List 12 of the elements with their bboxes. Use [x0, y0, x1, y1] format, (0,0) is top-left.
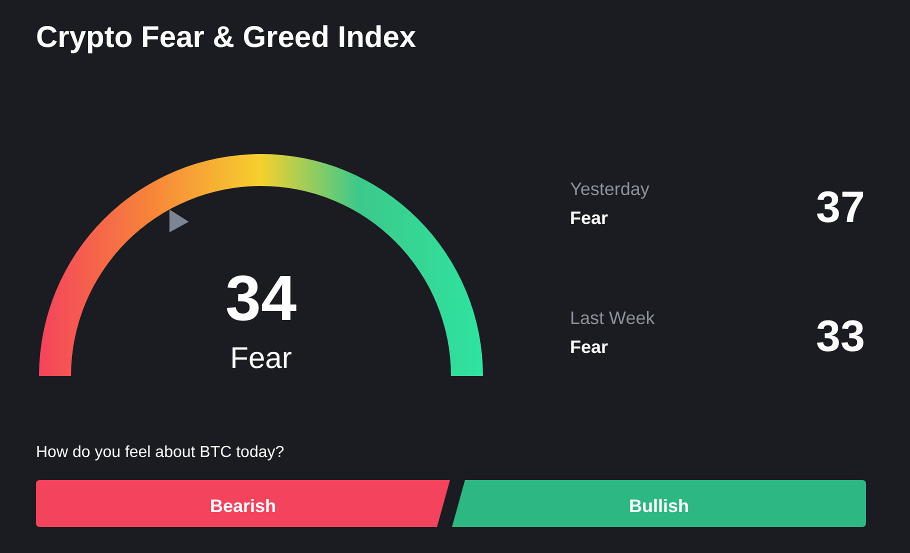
data-label: 34 [225, 262, 297, 334]
text: Fear [570, 337, 608, 357]
bullish-button: Bullish [452, 480, 866, 527]
data-label: 33 [816, 312, 865, 361]
category-label: Yesterday [570, 179, 650, 199]
text: Crypto Fear & Greed Index [36, 21, 416, 54]
text: Fear [570, 208, 608, 228]
data-label: 37 [816, 183, 865, 232]
bearish-button: Bearish [36, 480, 450, 527]
text: Fear [230, 342, 292, 375]
text: How do you feel about BTC today? [36, 444, 284, 461]
category-label: Last Week [570, 308, 656, 328]
